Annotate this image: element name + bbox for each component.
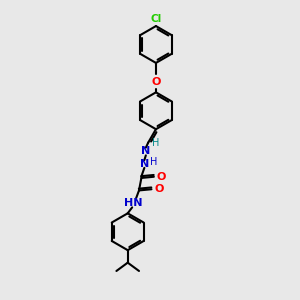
- Text: HN: HN: [124, 198, 143, 208]
- Text: H: H: [152, 139, 160, 148]
- Text: O: O: [151, 77, 160, 87]
- Text: N: N: [140, 159, 149, 169]
- Text: O: O: [154, 184, 164, 194]
- Text: O: O: [157, 172, 166, 182]
- Text: H: H: [150, 158, 157, 167]
- Text: Cl: Cl: [150, 14, 162, 24]
- Text: N: N: [141, 146, 151, 157]
